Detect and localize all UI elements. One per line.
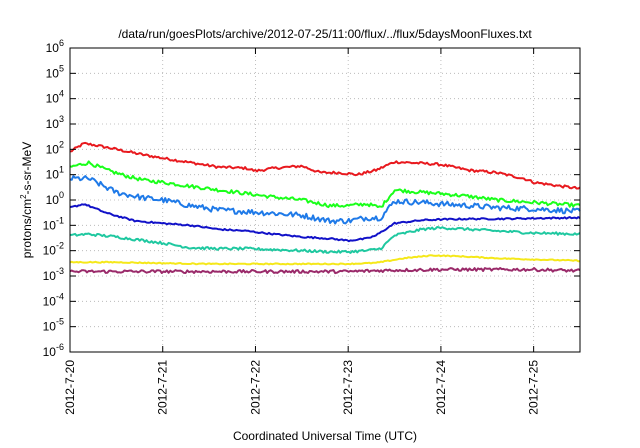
x-tick-label: 2012-7-23 bbox=[341, 360, 355, 415]
x-axis-label: Coordinated Universal Time (UTC) bbox=[233, 429, 417, 443]
y-tick-label: 100 bbox=[46, 190, 64, 207]
y-tick-label-exp: -4 bbox=[56, 291, 64, 301]
y-axis-label-sup: 2 bbox=[19, 194, 28, 199]
y-axis-label-prefix: protons/cm bbox=[20, 199, 34, 258]
chart-title: /data/run/goesPlots/archive/2012-07-25/1… bbox=[118, 27, 532, 41]
series-line-4 bbox=[69, 203, 581, 243]
y-tick-label-base: 10 bbox=[46, 142, 60, 156]
y-tick-label-base: 10 bbox=[43, 269, 57, 283]
y-tick-label-exp: 5 bbox=[59, 63, 64, 73]
y-tick-label-exp: -1 bbox=[56, 215, 64, 225]
y-tick-label: 105 bbox=[46, 63, 64, 80]
y-axis-label-suffix: -s-sr-MeV bbox=[20, 142, 34, 195]
y-tick-label: 102 bbox=[46, 139, 64, 156]
x-tick-label: 2012-7-25 bbox=[527, 360, 541, 415]
y-tick-label-exp: -5 bbox=[56, 317, 64, 327]
y-tick-label: 10-5 bbox=[43, 317, 64, 334]
grid bbox=[70, 48, 580, 352]
y-tick-label-base: 10 bbox=[46, 193, 60, 207]
y-tick-label-exp: 4 bbox=[59, 89, 64, 99]
y-tick-label: 106 bbox=[46, 38, 64, 55]
y-tick-label-base: 10 bbox=[46, 41, 60, 55]
y-tick-label-base: 10 bbox=[46, 168, 60, 182]
y-tick-label-base: 10 bbox=[46, 92, 60, 106]
y-tick-label-base: 10 bbox=[43, 320, 57, 334]
y-tick-label: 10-2 bbox=[43, 241, 64, 258]
x-tick-labels: 2012-7-20 2012-7-21 2012-7-22 2012-7-23 2012… bbox=[63, 360, 541, 415]
y-tick-label-base: 10 bbox=[43, 294, 57, 308]
y-tick-label-exp: -2 bbox=[56, 241, 64, 251]
series-line-2 bbox=[69, 160, 581, 209]
y-axis-label: protons/cm2-s-sr-MeV bbox=[19, 142, 34, 258]
y-tick-label: 104 bbox=[46, 89, 64, 106]
x-tick-label: 2012-7-22 bbox=[248, 360, 262, 415]
y-tick-label-exp: 1 bbox=[59, 165, 64, 175]
y-tick-label: 10-1 bbox=[43, 215, 64, 232]
series-line-6 bbox=[69, 254, 580, 266]
series-line-3 bbox=[69, 175, 581, 225]
x-tick-label: 2012-7-20 bbox=[63, 360, 77, 415]
y-tick-label: 101 bbox=[46, 165, 64, 182]
series-line-1 bbox=[69, 141, 581, 190]
y-tick-label-exp: 6 bbox=[59, 38, 64, 48]
series-group bbox=[69, 141, 581, 275]
y-tick-label-exp: 2 bbox=[59, 139, 64, 149]
y-tick-label-exp: -6 bbox=[56, 342, 64, 352]
y-tick-label-base: 10 bbox=[46, 117, 60, 131]
y-tick-label-base: 10 bbox=[43, 244, 57, 258]
y-tick-label-exp: 3 bbox=[59, 114, 64, 124]
y-tick-label-exp: -3 bbox=[56, 266, 64, 276]
x-tick-label: 2012-7-24 bbox=[434, 360, 448, 415]
y-tick-labels: 10-610-510-410-310-210-11001011021031041… bbox=[43, 38, 64, 359]
y-tick-label: 10-3 bbox=[43, 266, 64, 283]
tick-marks bbox=[69, 47, 580, 353]
y-tick-label-exp: 0 bbox=[59, 190, 64, 200]
x-tick-label: 2012-7-21 bbox=[156, 360, 170, 415]
y-tick-label-base: 10 bbox=[43, 345, 57, 359]
y-tick-label: 10-4 bbox=[43, 291, 64, 308]
series-line-5 bbox=[70, 226, 581, 254]
y-tick-label-base: 10 bbox=[46, 66, 60, 80]
series-line-7 bbox=[69, 267, 581, 275]
y-tick-label: 103 bbox=[46, 114, 64, 131]
y-tick-label: 10-6 bbox=[43, 342, 64, 359]
y-tick-label-base: 10 bbox=[43, 218, 57, 232]
